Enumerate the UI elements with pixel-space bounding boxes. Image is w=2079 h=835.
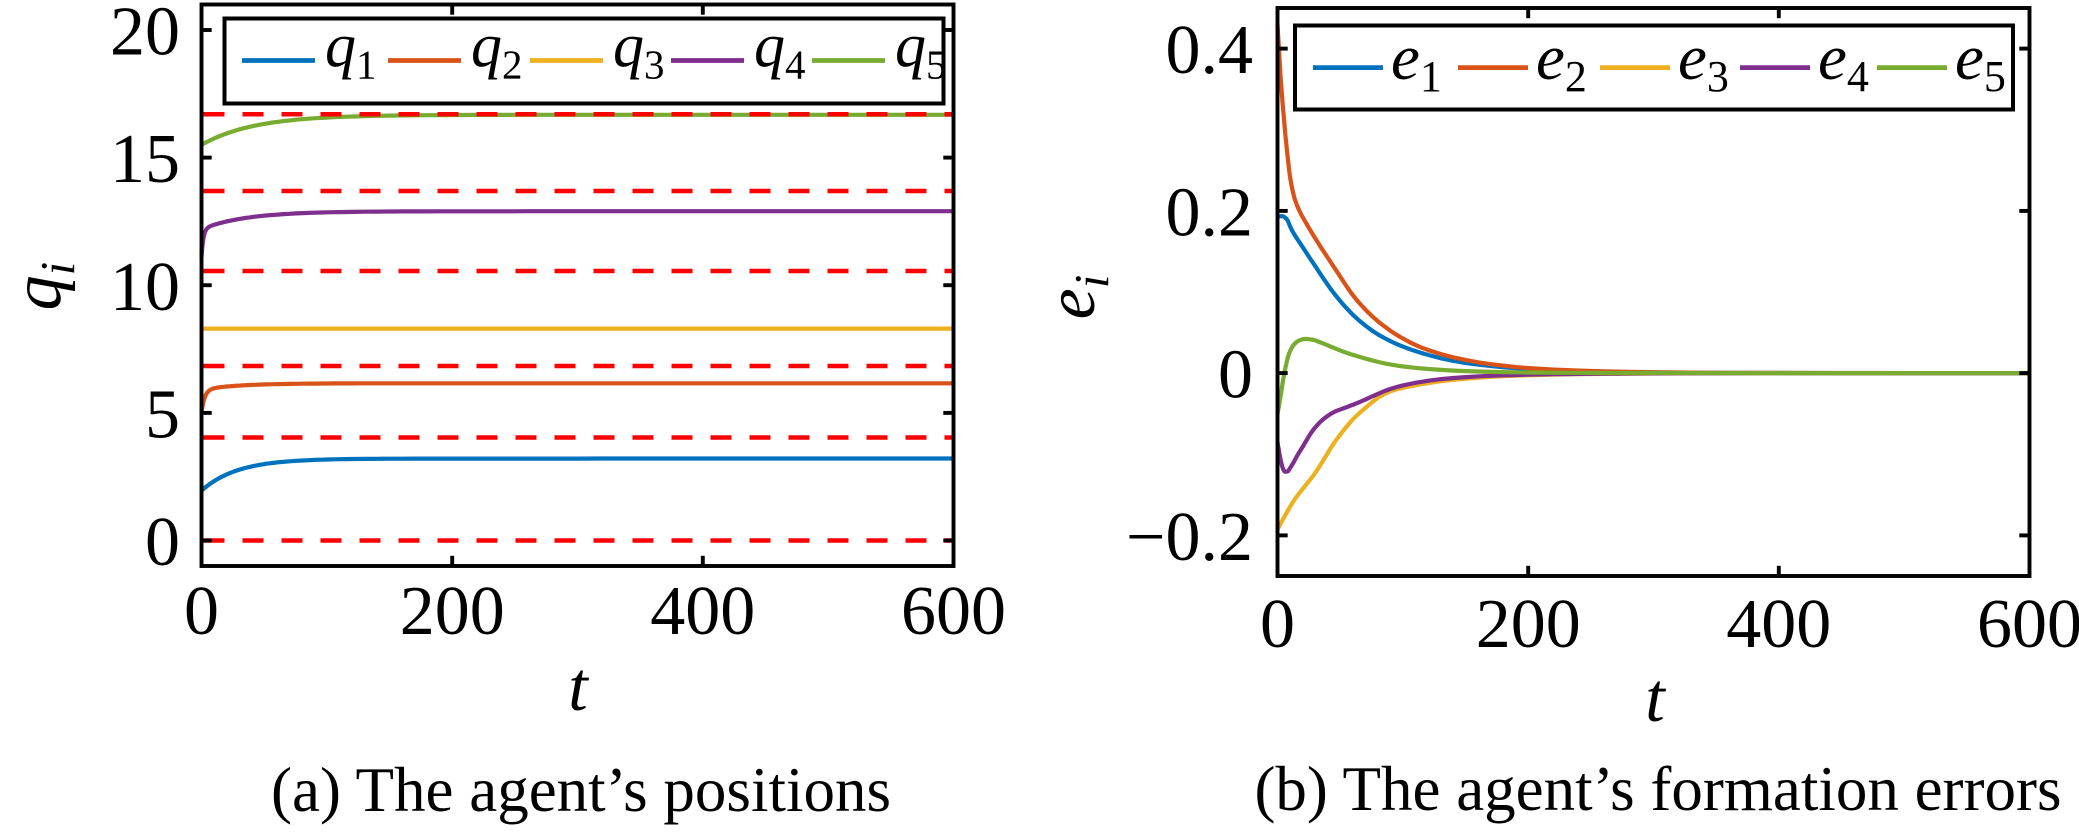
svg-text:15: 15 bbox=[110, 121, 180, 198]
svg-text:(b) The agent’s formation erro: (b) The agent’s formation errors bbox=[1254, 754, 2061, 824]
svg-text:20: 20 bbox=[110, 0, 180, 71]
svg-text:10: 10 bbox=[110, 249, 180, 326]
svg-text:0: 0 bbox=[1218, 337, 1253, 414]
svg-text:600: 600 bbox=[1977, 586, 2079, 663]
svg-text:−0.2: −0.2 bbox=[1126, 499, 1253, 576]
svg-text:0: 0 bbox=[184, 573, 219, 650]
svg-text:0.2: 0.2 bbox=[1166, 174, 1254, 251]
svg-text:t: t bbox=[568, 649, 589, 726]
svg-text:(a) The agent’s positions: (a) The agent’s positions bbox=[271, 755, 891, 825]
svg-text:5: 5 bbox=[145, 376, 180, 453]
svg-text:0.4: 0.4 bbox=[1166, 12, 1254, 89]
svg-text:e4: e4 bbox=[1818, 22, 1869, 101]
svg-text:400: 400 bbox=[650, 573, 755, 650]
svg-text:200: 200 bbox=[400, 573, 505, 650]
svg-text:e1: e1 bbox=[1391, 22, 1442, 101]
svg-text:400: 400 bbox=[1726, 586, 1831, 663]
svg-text:600: 600 bbox=[901, 573, 1006, 650]
svg-text:0: 0 bbox=[1260, 586, 1295, 663]
svg-text:0: 0 bbox=[145, 504, 180, 581]
svg-text:q2: q2 bbox=[471, 12, 523, 88]
svg-text:200: 200 bbox=[1476, 586, 1581, 663]
svg-text:t: t bbox=[1645, 660, 1666, 737]
